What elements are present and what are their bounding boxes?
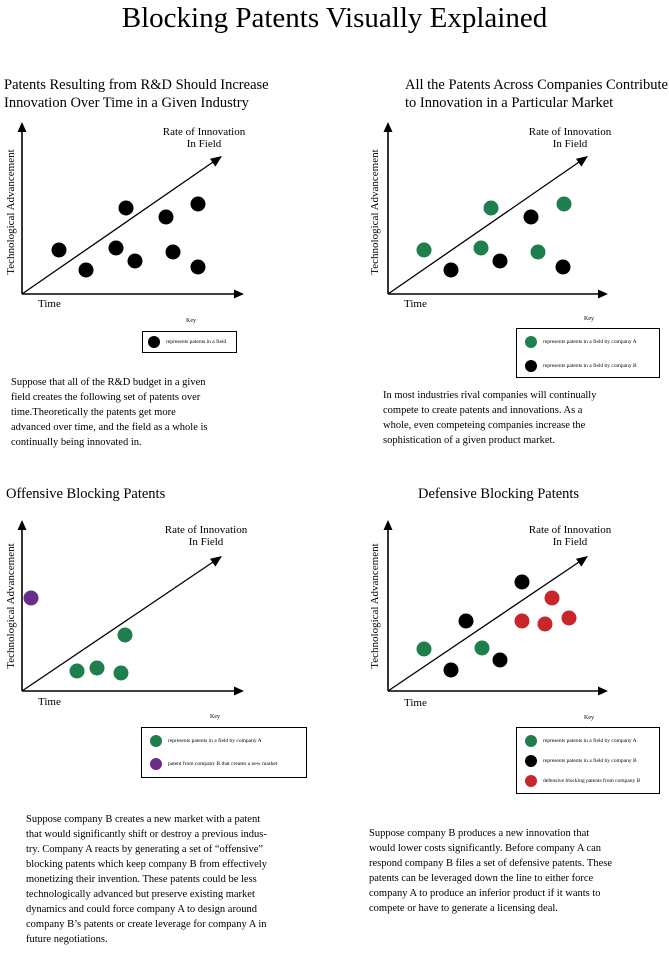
panel-4-rate-line-2: In Field bbox=[520, 536, 620, 548]
legend-entry: represents patents in a field by company… bbox=[517, 754, 637, 768]
legend-dot-green bbox=[525, 735, 537, 747]
panel-4-key-title: Key bbox=[584, 715, 594, 721]
panel-4-patent-dot-green bbox=[475, 641, 490, 656]
legend-dot-black bbox=[525, 755, 537, 767]
paragraph-line: would lower costs significantly. Before … bbox=[369, 841, 612, 856]
legend-entry: represents patents in a field by company… bbox=[517, 734, 637, 748]
legend-text: represents patents in a field by company… bbox=[543, 738, 637, 744]
paragraph-line: company A to produce an inferior product… bbox=[369, 886, 612, 901]
paragraph-line: patents can be leveraged down the line t… bbox=[369, 871, 612, 886]
panel-4-innovation-line bbox=[388, 560, 582, 691]
panel-4-patent-dot-green bbox=[417, 642, 432, 657]
panel-4-patent-dot-black bbox=[459, 614, 474, 629]
panel-4-innovation-arrowhead bbox=[576, 556, 588, 567]
legend-text: defensive blocking patents from company … bbox=[543, 778, 640, 784]
paragraph-line: compete or have to generate a licensing … bbox=[369, 901, 612, 916]
panel-4-y-axis-label: Technological Advancement bbox=[369, 531, 381, 681]
paragraph-line: respond company B files a set of defensi… bbox=[369, 856, 612, 871]
panel-4-patent-dot-red bbox=[515, 614, 530, 629]
legend-entry: defensive blocking patents from company … bbox=[517, 774, 640, 788]
panel-4-patent-dot-red bbox=[545, 591, 560, 606]
panel-4-rate-line-1: Rate of Innovation bbox=[520, 524, 620, 536]
panel-4-legend: represents patents in a field by company… bbox=[516, 727, 660, 794]
panel-4-patent-dot-black bbox=[493, 653, 508, 668]
panel-4-patent-dot-black bbox=[444, 663, 459, 678]
panel-4-x-arrowhead bbox=[598, 687, 608, 696]
panel-4-patent-dot-red bbox=[538, 617, 553, 632]
panel-4-patent-dot-red bbox=[562, 611, 577, 626]
panel-4-x-axis-label: Time bbox=[404, 697, 427, 709]
panel-4-paragraph: Suppose company B produces a new innovat… bbox=[369, 826, 612, 916]
panel-4-patent-dot-black bbox=[515, 575, 530, 590]
legend-dot-red bbox=[525, 775, 537, 787]
panel-4-rate-label: Rate of Innovation In Field bbox=[520, 524, 620, 548]
paragraph-line: Suppose company B produces a new innovat… bbox=[369, 826, 612, 841]
panel-4-y-arrowhead bbox=[384, 520, 393, 530]
legend-text: represents patents in a field by company… bbox=[543, 758, 637, 764]
